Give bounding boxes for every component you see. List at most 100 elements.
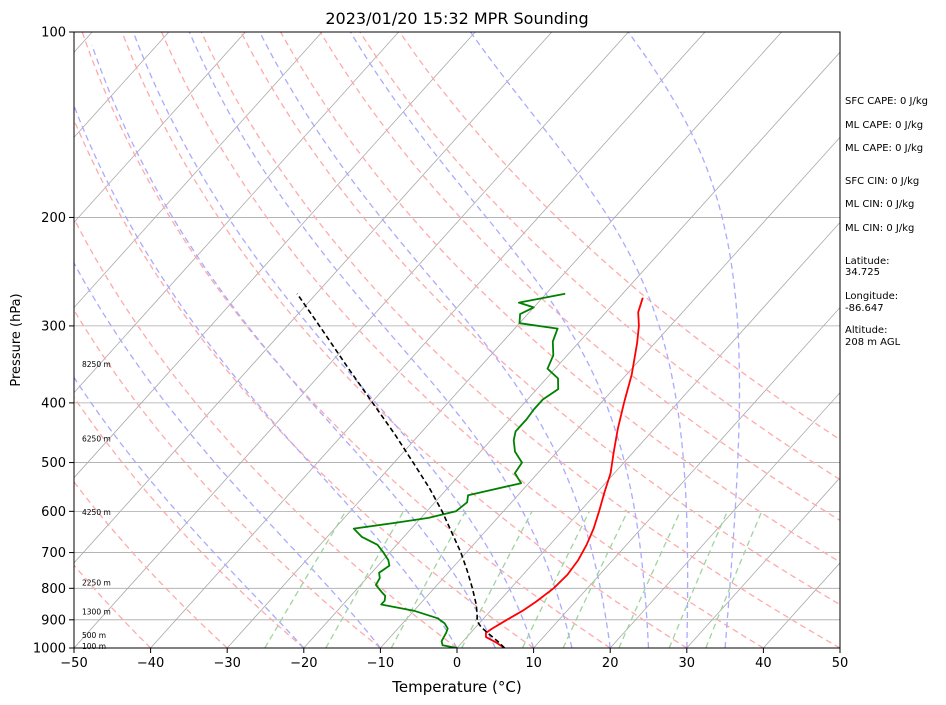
y-tick-label: 800 (41, 582, 66, 597)
height-labels: 100 m 500 m 1300 m 2250 m 4250 m 6250 m 8250 m (82, 360, 111, 651)
height-label: 6250 m (82, 435, 111, 444)
x-tick-label: 0 (453, 656, 461, 671)
moist-adiabat-line (74, 376, 305, 648)
y-tick-label: 700 (41, 546, 66, 561)
moist-adiabat-line (469, 32, 689, 648)
y-tick-label: 400 (41, 396, 66, 411)
isotherm-line (74, 32, 476, 479)
dry-adiabat-line (74, 396, 305, 648)
isotherm-line (226, 32, 782, 648)
y-tick-label: 500 (41, 456, 66, 471)
height-label: 500 m (82, 631, 106, 640)
isotherm-line (686, 477, 840, 648)
mixing-ratio-line (562, 511, 629, 648)
y-tick-label: 100 (41, 26, 66, 41)
dry-adiabat-line (81, 32, 611, 648)
dry-adiabat-line (200, 32, 840, 648)
stat-annotation: ML CIN: 0 J/kg (845, 223, 914, 234)
height-label: 2250 m (82, 579, 111, 588)
stat-annotation: ML CAPE: 0 J/kg (845, 143, 923, 154)
x-tick-label: −40 (137, 656, 164, 671)
dry-adiabat-line (74, 217, 458, 648)
dry-adiabat-line (74, 564, 152, 648)
mixing-ratio-line (705, 511, 763, 648)
stats-annotations: SFC CAPE: 0 J/kg ML CAPE: 0 J/kg ML CAPE: … (845, 96, 928, 348)
dry-adiabat-line (121, 32, 688, 648)
y-tick-label: 900 (41, 613, 66, 628)
y-axis-label: Pressure (hPa) (9, 293, 24, 386)
mixing-ratio-line (521, 511, 590, 648)
dry-adiabat-line (280, 32, 840, 563)
dry-adiabat-line (74, 480, 228, 648)
moist-adiabat-line (349, 32, 650, 648)
mixing-ratio-line (668, 511, 728, 648)
moist-adiabat-line (188, 32, 573, 648)
mixing-ratio-line (325, 510, 404, 648)
mixing-ratio-line (461, 511, 533, 648)
height-label: 4250 m (82, 508, 111, 517)
mixing-ratio-line (618, 511, 681, 648)
stat-annotation: SFC CAPE: 0 J/kg (845, 96, 928, 107)
x-tick-label: 30 (679, 656, 696, 671)
y-tick-label: 200 (41, 211, 66, 226)
temperature-line (485, 297, 644, 648)
dry-adiabat-line (74, 308, 381, 648)
isotherm-line (74, 32, 553, 564)
moist-adiabat-line (132, 32, 535, 648)
isotherm-line (74, 32, 323, 309)
dewpoint-line (352, 292, 566, 648)
height-label: 8250 m (82, 360, 111, 369)
isotherm-line (150, 32, 706, 648)
isotherm-line (609, 392, 840, 648)
dry-adiabat-line (74, 118, 534, 648)
stat-annotation: 34.725 (845, 267, 880, 278)
height-label: 100 m (82, 642, 106, 651)
moist-adiabat-line (74, 104, 458, 648)
moist-adiabat-line (74, 261, 381, 648)
chart-title: 2023/01/20 15:32 MPR Sounding (325, 9, 588, 28)
dry-adiabat-line (160, 32, 764, 648)
isotherm-line (74, 32, 246, 224)
stat-annotation: -86.647 (845, 303, 884, 314)
moist-adiabat-line (259, 32, 611, 648)
x-tick-label: 10 (525, 656, 542, 671)
parcel-line (296, 293, 506, 648)
x-axis-label: Temperature (°C) (391, 678, 521, 696)
stat-annotation: ML CAPE: 0 J/kg (845, 120, 923, 131)
x-tick-label: −50 (60, 656, 87, 671)
isotherm-line (303, 51, 840, 648)
x-tick-label: −20 (290, 656, 317, 671)
mixing-ratio-line (390, 510, 466, 648)
y-tick-label: 1000 (33, 642, 66, 657)
background-lines (74, 32, 840, 648)
height-label: 1300 m (82, 608, 111, 617)
isotherm-line (380, 136, 840, 648)
y-tick-label: 300 (41, 319, 66, 334)
isotherm-line (533, 306, 840, 648)
stat-annotation: Altitude: (845, 325, 887, 336)
x-tick-label: 20 (602, 656, 619, 671)
mixing-ratio-line (264, 510, 347, 648)
x-axis-ticks: −50 −40 −30 −20 −10 0 10 20 30 40 50 (60, 648, 848, 671)
plot-frame (73, 31, 841, 649)
moist-adiabat-line (627, 32, 741, 648)
stat-annotation: Latitude: (845, 256, 890, 267)
x-tick-label: −30 (213, 656, 240, 671)
dry-adiabat-line (240, 32, 840, 606)
moist-adiabat-line (91, 44, 496, 648)
y-axis-ticks: 100 200 300 400 500 600 700 800 900 1000 (33, 26, 74, 657)
y-tick-label: 600 (41, 505, 66, 520)
x-tick-label: 50 (832, 656, 849, 671)
stat-annotation: SFC CIN: 0 J/kg (845, 176, 919, 187)
x-tick-label: −10 (367, 656, 394, 671)
isotherm-line (74, 32, 629, 648)
dry-adiabat-line (319, 32, 840, 522)
isotherm-line (74, 32, 399, 394)
isotherm-line (456, 221, 840, 648)
sounding-lines (296, 292, 644, 648)
stat-annotation: ML CIN: 0 J/kg (845, 199, 914, 210)
isotherm-line (74, 32, 170, 138)
x-tick-label: 40 (755, 656, 772, 671)
stat-annotation: Longitude: (845, 291, 898, 302)
